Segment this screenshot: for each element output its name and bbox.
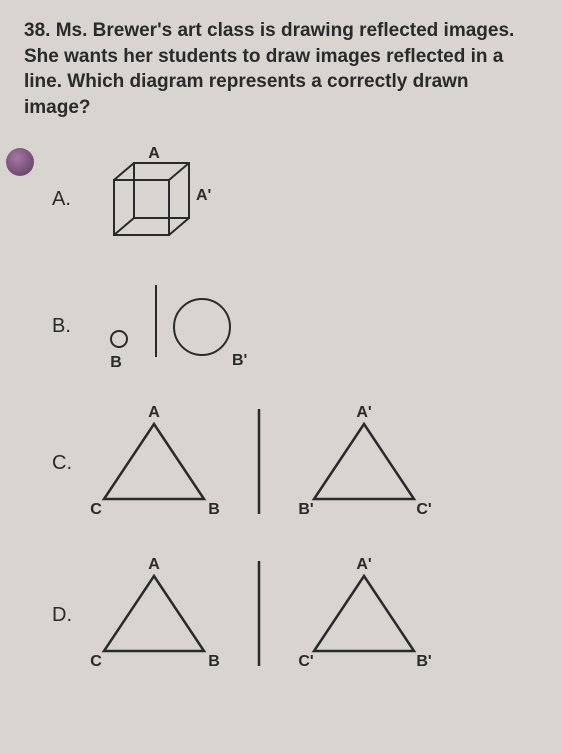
question-body: Ms. Brewer's art class is drawing reflec… bbox=[24, 20, 514, 118]
d-right-c: C' bbox=[298, 653, 313, 670]
question-text: 38. Ms. Brewer's art class is drawing re… bbox=[24, 18, 537, 121]
d-left-c: C bbox=[90, 653, 102, 670]
c-right-a: A' bbox=[356, 404, 371, 421]
option-c-row: C. A C B A' B' C' bbox=[24, 399, 537, 529]
c-left-a: A bbox=[148, 404, 160, 421]
question-number: 38. bbox=[24, 20, 50, 41]
d-right-a: A' bbox=[356, 556, 371, 573]
label-b-small: B bbox=[110, 354, 122, 371]
circles-svg: B B' bbox=[84, 277, 284, 377]
page-marker-dot bbox=[6, 148, 34, 176]
c-right-b: B' bbox=[298, 501, 313, 518]
d-right-b: B' bbox=[416, 653, 431, 670]
diagram-c: A C B A' B' C' bbox=[84, 399, 537, 529]
cube-svg: A A' bbox=[84, 145, 224, 255]
label-a-top: A bbox=[148, 145, 160, 162]
diagram-d: A C B A' C' B' bbox=[84, 551, 537, 681]
triangles-d-svg: A C B A' C' B' bbox=[84, 551, 484, 681]
option-a-row: A. A A' bbox=[24, 145, 537, 255]
c-left-c: C bbox=[90, 501, 102, 518]
option-d-label: D. bbox=[24, 604, 84, 627]
diagram-b: B B' bbox=[84, 277, 537, 377]
c-left-b: B bbox=[208, 501, 220, 518]
label-b-large: B' bbox=[232, 352, 247, 369]
diagram-a: A A' bbox=[84, 145, 537, 255]
label-a-right: A' bbox=[196, 187, 211, 204]
option-c-label: C. bbox=[24, 452, 84, 475]
c-right-c: C' bbox=[416, 501, 431, 518]
d-left-a: A bbox=[148, 556, 160, 573]
triangles-c-svg: A C B A' B' C' bbox=[84, 399, 484, 529]
option-b-label: B. bbox=[24, 315, 84, 338]
d-left-b: B bbox=[208, 653, 220, 670]
option-b-row: B. B B' bbox=[24, 277, 537, 377]
option-d-row: D. A C B A' C' B' bbox=[24, 551, 537, 681]
option-a-label: A. bbox=[24, 188, 84, 211]
